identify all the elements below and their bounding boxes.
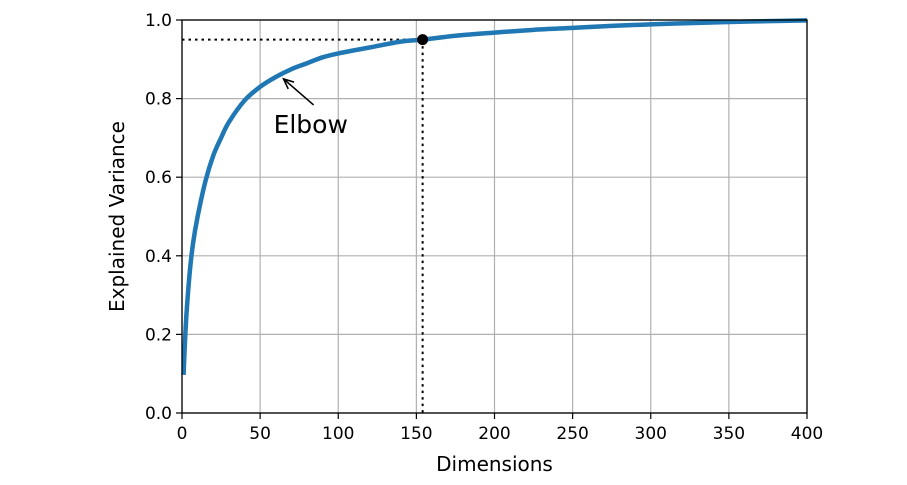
explained-variance-curve [181,18,808,375]
x-tick-label: 200 [478,424,510,444]
y-tick-label: 0.8 [145,90,172,110]
x-tick-label: 150 [400,424,432,444]
y-tick-label: 0.0 [145,404,172,424]
y-tick-label: 0.4 [145,247,172,267]
elbow-arrow-head [282,77,295,90]
axis-ticks: 0 50 100 150 200 250 300 350 400 0.0 0.2 0.4 0.6 0.8 1… [145,11,823,444]
y-tick-label: 1.0 [145,11,172,31]
grid [181,19,808,414]
x-tick-label: 100 [322,424,354,444]
x-tick-label: 350 [713,424,745,444]
threshold-point [417,34,429,46]
y-tick-label: 0.2 [145,325,172,345]
x-tick-label: 400 [791,424,823,444]
elbow-annotation: Elbow [274,77,348,139]
x-axis-label: Dimensions [436,452,553,476]
x-tick-label: 50 [249,424,271,444]
elbow-annotation-label: Elbow [274,110,348,139]
x-tick-label: 300 [635,424,667,444]
x-tick-label: 250 [556,424,588,444]
elbow-arrow-shaft [283,78,315,106]
y-tick-label: 0.6 [145,168,172,188]
y-axis-label: Explained Variance [105,121,129,312]
x-tick-label: 0 [177,424,188,444]
